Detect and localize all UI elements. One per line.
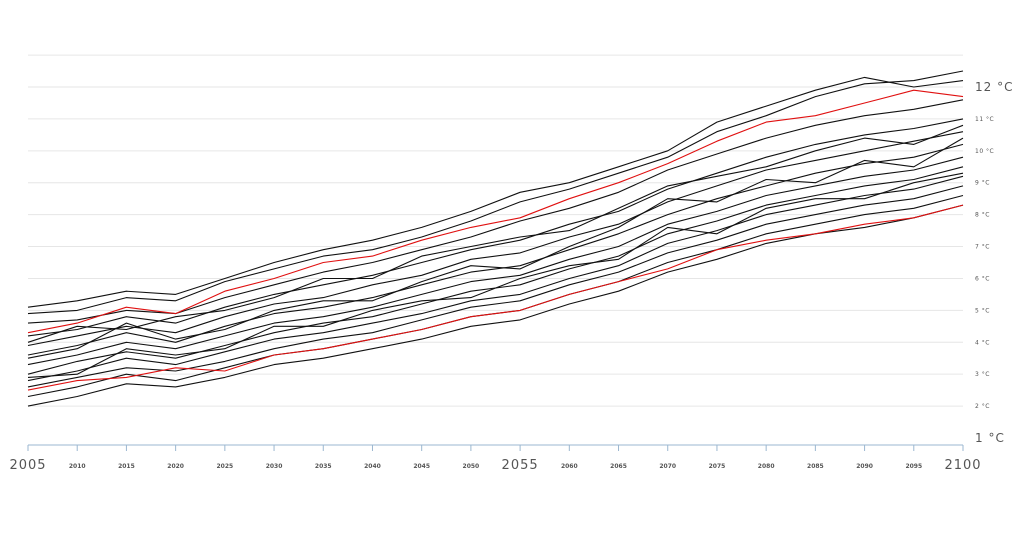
y-tick-label: 10 °C	[975, 148, 994, 155]
highlighted-series-line	[27, 204, 964, 391]
series-line	[27, 156, 964, 366]
y-tick-label: 9 °C	[975, 180, 990, 187]
x-tick-label: 2025	[216, 463, 233, 470]
y-tick-label: 3 °C	[975, 371, 990, 378]
gridlines	[28, 54, 963, 407]
series-line	[27, 175, 964, 382]
x-tick-label: 2010	[69, 463, 86, 470]
x-tick-label: 2030	[266, 463, 283, 470]
x-tick-label: 2050	[463, 463, 480, 470]
series-line	[27, 166, 964, 375]
highlighted-series-line	[27, 89, 964, 334]
x-tick-label: 2090	[856, 463, 873, 470]
x-tick-label: 2020	[167, 463, 184, 470]
x-tick-label: 2080	[758, 463, 775, 470]
y-tick-label: 4 °C	[975, 339, 990, 346]
series-line	[27, 143, 964, 356]
series-line	[27, 204, 964, 407]
series-line	[27, 172, 964, 378]
x-tick-label: 2085	[807, 463, 824, 470]
x-tick-label: 2060	[561, 463, 578, 470]
x-tick-label: 2005	[9, 458, 46, 473]
series-line	[27, 70, 964, 315]
series-line	[27, 99, 964, 324]
x-tick-label: 2055	[502, 458, 539, 473]
y-tick-label: 6 °C	[975, 275, 990, 282]
series-line	[27, 124, 964, 343]
series-line	[27, 185, 964, 388]
x-tick-label: 2040	[364, 463, 381, 470]
y-tick-label: 12 °C	[975, 80, 1013, 94]
x-tick-label: 2100	[944, 458, 981, 473]
y-axis: 1 °C 2 °C 3 °C 4 °C 5 °C 6 °C 7 °C 8 °C 9 °C 10 °…	[975, 80, 1013, 445]
y-tick-label: 2 °C	[975, 403, 990, 410]
x-tick-label: 2045	[413, 463, 430, 470]
x-tick-label: 2095	[905, 463, 922, 470]
x-tick-label: 2075	[709, 463, 726, 470]
y-tick-label: 11 °C	[975, 116, 994, 123]
series-line	[27, 118, 964, 337]
y-tick-label: 7 °C	[975, 244, 990, 251]
y-tick-label: 5 °C	[975, 307, 990, 314]
y-tick-label: 1 °C	[975, 431, 1005, 445]
y-tick-label: 8 °C	[975, 212, 990, 219]
series-line	[27, 76, 964, 308]
x-tick-label: 2065	[610, 463, 627, 470]
x-tick-label: 2015	[118, 463, 135, 470]
series-line	[27, 194, 964, 398]
series-lines	[27, 70, 964, 407]
series-line	[27, 137, 964, 359]
x-tick-label: 2035	[315, 463, 332, 470]
series-line	[27, 131, 964, 347]
x-axis: 2005 2010 2015 2020 2025 2030 2035 2040 2045 2050…	[9, 444, 981, 473]
x-tick-label: 2070	[659, 463, 676, 470]
